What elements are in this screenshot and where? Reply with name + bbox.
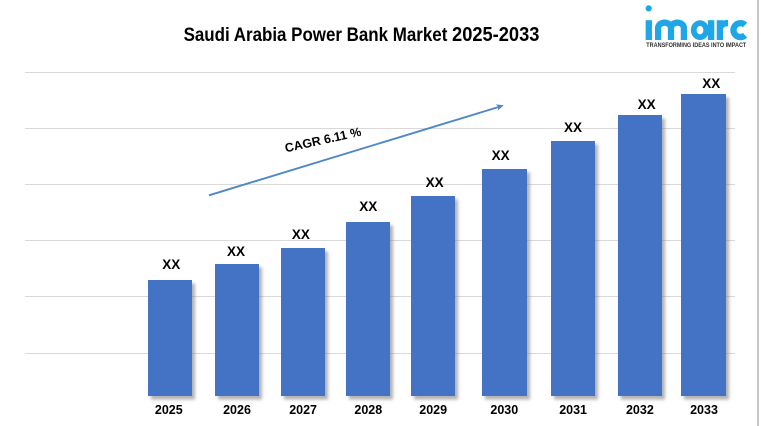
svg-text:TRANSFORMING IDEAS INTO IMPACT: TRANSFORMING IDEAS INTO IMPACT [646, 42, 746, 49]
